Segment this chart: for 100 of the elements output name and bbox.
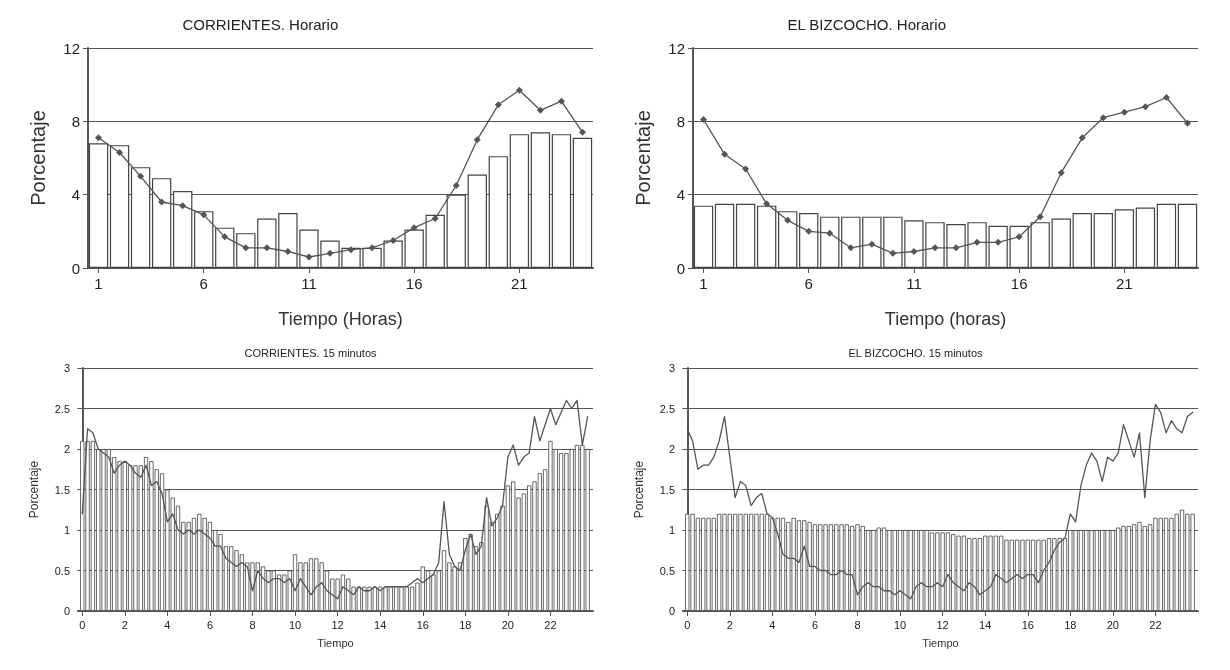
point <box>931 244 939 252</box>
point <box>347 246 355 254</box>
bar <box>693 205 714 268</box>
line-series <box>81 399 589 600</box>
x-tick-label: 6 <box>199 275 208 292</box>
x-tick-label: 10 <box>893 618 907 631</box>
bar <box>1093 213 1113 268</box>
x-axis-title: Tiempo <box>317 636 354 649</box>
y-tick-label: 0 <box>668 605 675 617</box>
point <box>784 216 792 224</box>
bar <box>820 216 840 268</box>
bar <box>756 205 777 268</box>
y-tick-label: 2 <box>63 443 70 455</box>
y-tick-label: 8 <box>71 112 80 130</box>
bar <box>778 211 798 268</box>
y-tick-label: 0 <box>676 259 685 277</box>
bar <box>215 227 235 268</box>
point <box>1015 233 1023 241</box>
bar <box>194 211 214 268</box>
y-tick-label: 0.5 <box>54 564 70 577</box>
x-tick-label: 10 <box>288 618 302 631</box>
point <box>410 224 418 232</box>
point <box>1057 169 1065 177</box>
bar <box>1177 203 1198 268</box>
y-tick-label: 1.5 <box>54 483 70 496</box>
y-axis-title: Porcentaje <box>632 110 654 206</box>
chart-title: EL BIZCOCHO. 15 minutos <box>848 346 984 359</box>
y-tick-label: 2 <box>668 443 675 455</box>
chart-title: CORRIENTES. 15 minutos <box>244 346 378 359</box>
x-tick-label: 11 <box>301 275 317 292</box>
bar <box>551 134 572 268</box>
x-tick-label: 12 <box>331 618 344 631</box>
bar <box>109 145 130 268</box>
x-tick-label: 11 <box>906 275 922 292</box>
point <box>721 150 729 158</box>
bar <box>714 203 735 268</box>
y-tick-label: 1.5 <box>659 483 675 496</box>
point <box>452 182 460 189</box>
x-tick-label: 18 <box>1064 618 1077 631</box>
x-tick-label: 14 <box>979 618 992 631</box>
point <box>263 244 271 252</box>
point <box>1036 213 1044 221</box>
x-tick-label: 16 <box>1021 618 1034 631</box>
point <box>952 244 960 252</box>
point <box>1099 114 1107 122</box>
point <box>200 211 208 219</box>
y-tick-label: 4 <box>71 186 80 204</box>
x-tick-label: 16 <box>416 618 429 631</box>
bar <box>488 156 508 268</box>
point <box>1120 108 1128 116</box>
point <box>868 240 876 248</box>
point <box>473 136 481 144</box>
chart-title: EL BIZCOCHO. Horario <box>787 16 947 33</box>
point <box>284 248 292 255</box>
x-tick-label: 1 <box>699 275 708 292</box>
bar <box>1135 207 1156 268</box>
bar <box>1114 209 1135 268</box>
y-tick-label: 0 <box>71 259 80 277</box>
y-tick-label: 1 <box>668 524 675 536</box>
point <box>305 253 313 261</box>
y-tick-label: 8 <box>676 112 685 130</box>
x-tick-label: 22 <box>1149 618 1162 631</box>
x-axis-title: Tiempo <box>922 636 959 649</box>
y-tick-label: 0.5 <box>659 564 675 577</box>
y-tick-label: 3 <box>63 362 70 374</box>
point <box>578 128 586 136</box>
x-tick-label: 1 <box>94 275 103 292</box>
point <box>116 149 124 156</box>
x-tick-label: 6 <box>804 275 813 292</box>
y-tick-label: 2.5 <box>54 402 70 415</box>
x-tick-label: 22 <box>544 618 557 631</box>
y-tick-label: 4 <box>676 186 685 204</box>
bar <box>151 178 172 268</box>
x-tick-label: 20 <box>501 618 514 631</box>
x-tick-label: 2 <box>121 618 128 631</box>
point <box>137 172 145 180</box>
x-tick-label: 2 <box>726 618 733 631</box>
x-tick-label: 6 <box>811 618 818 631</box>
x-tick-label: 4 <box>769 618 776 631</box>
point <box>95 134 103 142</box>
x-tick-label: 16 <box>405 275 423 292</box>
point <box>242 244 250 252</box>
y-tick-label: 12 <box>668 39 685 57</box>
x-axis-title: Tiempo (Horas) <box>278 309 403 329</box>
point <box>221 233 229 241</box>
x-axis-title: Tiempo (horas) <box>884 309 1007 329</box>
bar <box>446 194 466 268</box>
point <box>368 244 376 252</box>
bar <box>130 167 151 268</box>
point <box>889 249 897 257</box>
point <box>910 248 918 255</box>
point <box>994 238 1002 246</box>
point <box>494 101 502 109</box>
point <box>700 116 708 123</box>
bar <box>1051 218 1071 268</box>
bar <box>88 143 109 268</box>
bar <box>735 203 756 268</box>
x-tick-label: 21 <box>1116 275 1133 292</box>
bar <box>799 213 819 268</box>
bar <box>1072 213 1092 268</box>
